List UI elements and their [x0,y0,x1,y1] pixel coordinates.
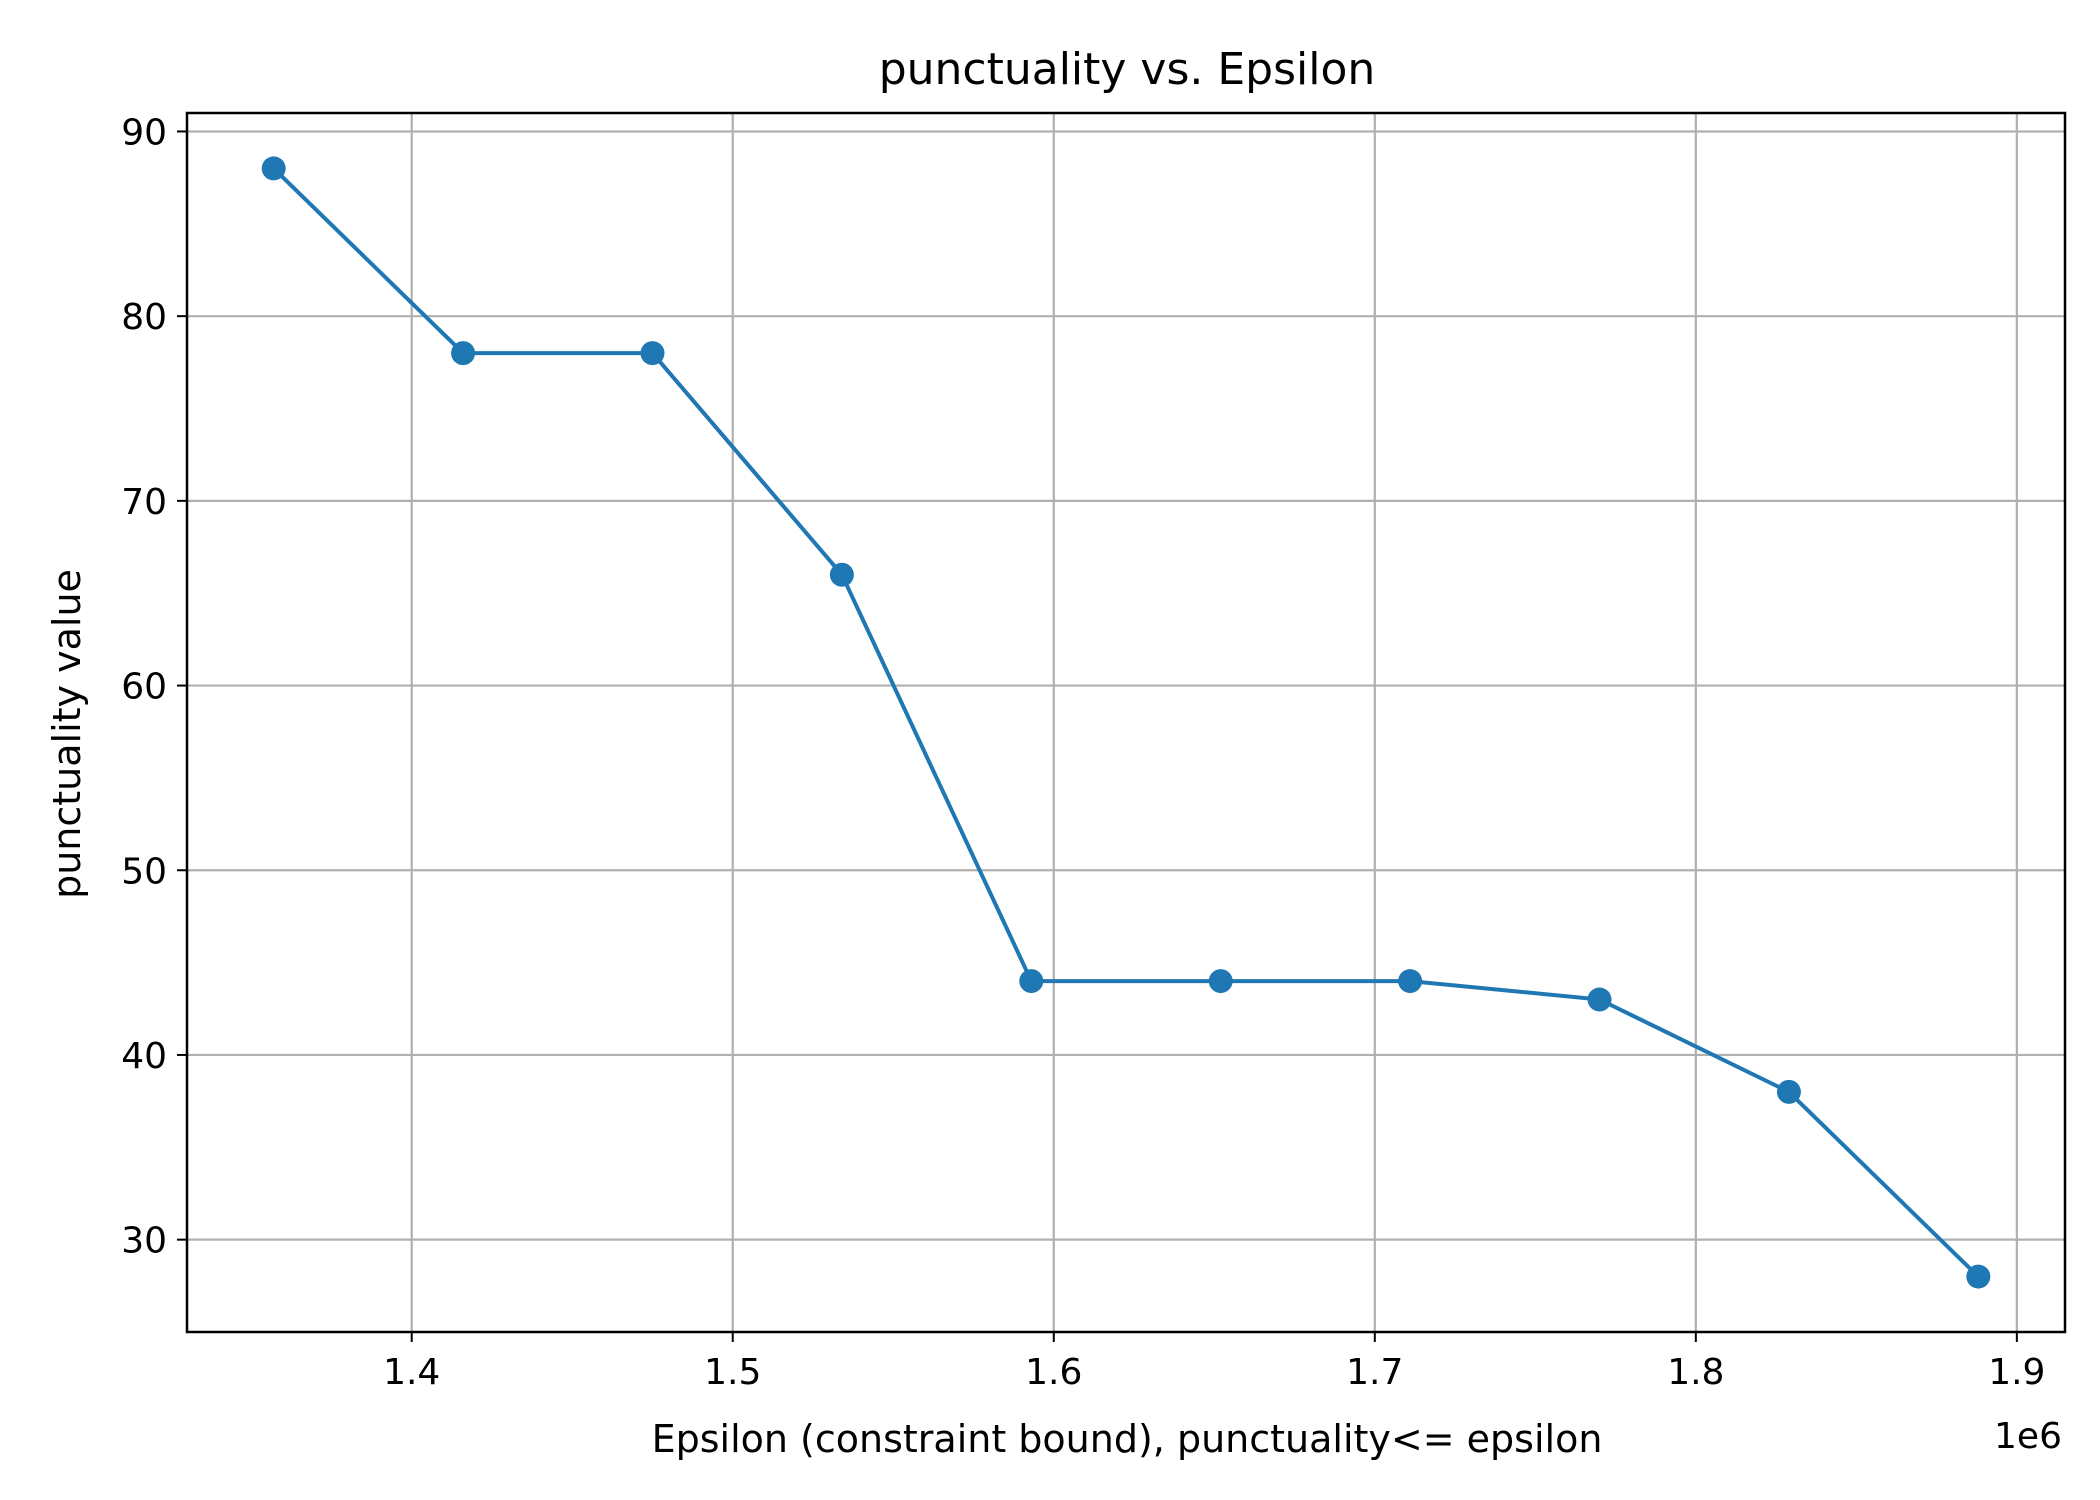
data-point [1776,1079,1801,1104]
series-line [272,166,1980,1279]
y-axis-label: punctuality value [45,569,89,899]
x-axis-ticks: 1.4 1.5 1.6 1.7 1.8 1.9 [383,1332,2045,1393]
y-tick-label: 70 [121,482,167,523]
series-layer [261,156,1991,1289]
y-tick-label: 90 [121,112,167,153]
data-point [451,341,476,366]
data-point [829,562,854,587]
x-tick-label: 1.6 [1025,1352,1082,1393]
y-tick-label: 30 [121,1221,167,1262]
x-axis-label: Epsilon (constraint bound), punctuality<… [652,1417,1603,1461]
x-tick-label: 1.4 [383,1352,440,1393]
x-tick-label: 1.9 [1988,1352,2045,1393]
x-tick-label: 1.5 [704,1352,761,1393]
data-point [640,341,665,366]
data-point [1398,969,1423,994]
y-tick-label: 80 [121,297,167,338]
data-point [1587,987,1612,1012]
data-point [261,156,286,181]
x-tick-label: 1.7 [1346,1352,1403,1393]
chart-title: punctuality vs. Epsilon [879,44,1376,95]
data-point [1208,969,1233,994]
data-point [1019,969,1044,994]
y-tick-label: 60 [121,667,167,708]
y-tick-label: 50 [121,851,167,892]
grid [187,113,2065,1332]
x-tick-label: 1.8 [1667,1352,1724,1393]
plot-frame [185,111,2067,1334]
x-axis-offset-label: 1e6 [1994,1416,2062,1457]
y-tick-label: 40 [121,1036,167,1077]
data-point [1966,1264,1991,1289]
y-axis-ticks: 30 40 50 60 70 80 90 [121,112,187,1262]
